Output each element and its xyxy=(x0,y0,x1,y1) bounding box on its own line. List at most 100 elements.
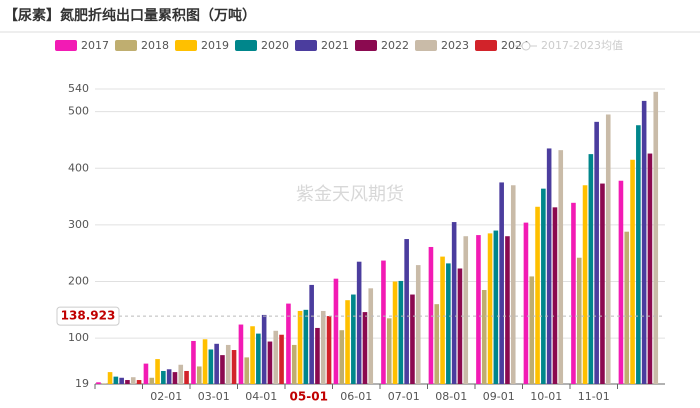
legend-label[interactable]: 2017 xyxy=(81,39,109,52)
bar xyxy=(208,349,214,384)
bar xyxy=(119,377,124,384)
legend-swatch[interactable] xyxy=(175,40,197,51)
bar xyxy=(261,314,267,384)
bar xyxy=(428,246,434,384)
bar xyxy=(143,363,149,384)
bar xyxy=(653,91,659,385)
legend-label[interactable]: 2022 xyxy=(381,39,409,52)
bar xyxy=(404,239,409,384)
y-tick-label: 500 xyxy=(68,105,89,118)
bar xyxy=(552,207,558,384)
y-tick-label: 200 xyxy=(68,275,89,288)
bar xyxy=(535,206,540,384)
bar xyxy=(641,100,647,384)
bar xyxy=(510,185,516,384)
bar xyxy=(250,326,255,384)
bar xyxy=(505,236,510,384)
legend-label[interactable]: 2018 xyxy=(141,39,169,52)
bar xyxy=(125,380,130,384)
bar xyxy=(220,355,225,384)
bar xyxy=(392,281,398,384)
bar xyxy=(546,148,552,384)
bar xyxy=(440,256,445,384)
bar xyxy=(594,121,599,384)
bar xyxy=(155,359,160,384)
legend-swatch[interactable] xyxy=(295,40,317,51)
bar xyxy=(273,330,279,384)
bar xyxy=(238,324,244,384)
bar xyxy=(136,380,142,384)
x-tick-label: 05-01 xyxy=(290,390,328,404)
legend-swatch[interactable] xyxy=(475,40,497,51)
bar xyxy=(191,340,196,384)
bar xyxy=(576,257,582,384)
bar xyxy=(362,312,368,384)
bar xyxy=(618,180,624,384)
bar xyxy=(178,364,184,384)
bar xyxy=(588,154,594,384)
bar xyxy=(605,114,611,384)
x-tick-label: 08-01 xyxy=(435,390,467,403)
chart-title: 【尿素】氮肥折纯出口量累积图（万吨） xyxy=(4,7,256,24)
bar xyxy=(493,230,499,384)
bar xyxy=(356,261,362,384)
bar xyxy=(149,377,155,384)
bar xyxy=(630,159,635,384)
bar xyxy=(624,231,630,384)
bar xyxy=(196,366,202,384)
bar xyxy=(326,316,332,384)
y-tick-label: 19 xyxy=(75,377,89,390)
bar xyxy=(499,182,504,384)
bar xyxy=(279,334,284,384)
bar xyxy=(451,222,457,384)
x-tick-label: 11-01 xyxy=(578,390,610,403)
legend-swatch[interactable] xyxy=(55,40,77,51)
legend-swatch[interactable] xyxy=(235,40,257,51)
legend-label[interactable]: 2017-2023均值 xyxy=(541,39,623,52)
bar xyxy=(410,294,415,384)
bar xyxy=(368,288,374,384)
bar xyxy=(481,290,487,384)
legend-label[interactable]: 2023 xyxy=(441,39,469,52)
legend-marker[interactable] xyxy=(521,41,531,51)
bar xyxy=(244,357,250,384)
x-tick-label: 03-01 xyxy=(198,390,230,403)
legend-label[interactable]: 2020 xyxy=(261,39,289,52)
bar xyxy=(256,333,261,384)
bar xyxy=(529,276,535,384)
bar xyxy=(231,350,237,384)
pointer-box xyxy=(56,306,120,326)
x-tick-label: 06-01 xyxy=(340,390,372,403)
y-tick-label: 540 xyxy=(68,82,89,95)
x-tick-label: 09-01 xyxy=(483,390,515,403)
bar xyxy=(381,260,386,384)
legend-swatch[interactable] xyxy=(415,40,437,51)
bar xyxy=(434,304,440,384)
bar xyxy=(647,153,653,384)
watermark: 紫金天风期货 xyxy=(296,184,404,205)
legend-swatch[interactable] xyxy=(115,40,137,51)
bar xyxy=(225,344,231,384)
bar xyxy=(297,310,303,384)
x-tick-label: 04-01 xyxy=(245,390,277,403)
y-tick-label: 300 xyxy=(68,218,89,231)
pointer-label: 138.923 xyxy=(61,309,116,323)
bar xyxy=(463,236,469,384)
legend-label[interactable]: 2019 xyxy=(201,39,229,52)
bar xyxy=(351,294,356,384)
legend-label[interactable]: 2021 xyxy=(321,39,349,52)
bar xyxy=(541,188,546,384)
bar xyxy=(214,343,219,384)
bar xyxy=(523,222,529,384)
bar xyxy=(582,185,588,384)
bar xyxy=(315,327,320,384)
legend-swatch[interactable] xyxy=(355,40,377,51)
bar xyxy=(303,309,309,384)
bar xyxy=(161,370,166,384)
bar xyxy=(339,330,345,384)
bar xyxy=(202,339,208,384)
bar xyxy=(166,369,172,384)
x-tick-label: 10-01 xyxy=(530,390,562,403)
bar xyxy=(446,263,451,384)
